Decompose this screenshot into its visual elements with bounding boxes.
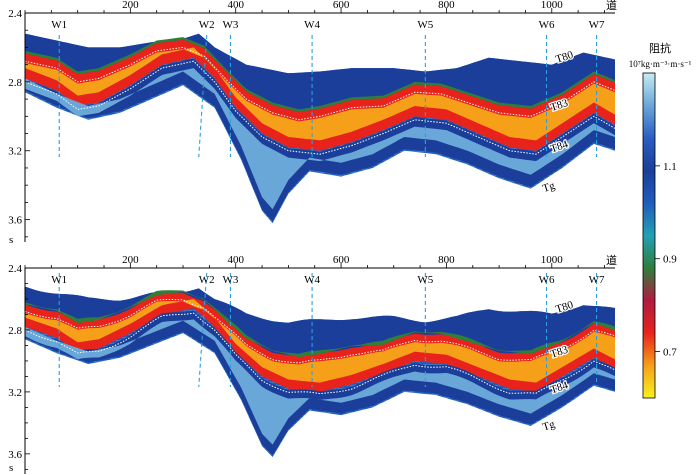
well-w2-label: W2 [199,19,215,31]
colorbar-tick-label: 0.9 [663,254,677,266]
well-w2-marker [198,272,208,388]
x-axis-unit: 道 [606,253,617,267]
y-axis-unit: s [9,234,13,246]
well-w1-label: W1 [51,274,67,286]
x-tick-label: 400 [227,0,244,11]
x-axis-unit: 道 [606,0,617,12]
colorbar-scale [642,72,656,399]
top-section-data [24,33,616,224]
t83-t84-orange-core [25,47,615,141]
bottom-section-data [24,286,616,457]
y-tick-label: 3.2 [8,146,22,158]
x-tick-label: 400 [227,254,244,266]
colorbar-tick-label: 1.1 [663,161,677,173]
well-w3-label: W3 [223,274,239,286]
t83-green-edge [25,37,615,112]
high-contrast-interval [25,39,615,151]
y-tick-label: 3.2 [8,387,22,399]
horizon-tg-label: Tg [541,180,557,195]
well-w2-marker [198,34,208,158]
y-axis-unit: s [9,462,13,474]
x-tick-label: 800 [438,0,455,11]
top-well-markers: W1 W2 W3 W4 W5 W6 W7 [51,19,605,158]
x-tick-label: 1000 [541,0,564,11]
well-w2-label: W2 [199,274,215,286]
y-tick-label: 3.6 [8,215,22,227]
horizon-t83-line [24,46,616,121]
bottom-axes: 200 400 600 800 1000 道 2.4 2.8 3.2 3.6s [8,253,617,474]
horizon-tg-label: Tg [541,418,557,433]
y-tick-label: 2.4 [8,263,22,275]
top-axes: 200 400 600 800 1000 道 2.4 2.8 3.2 3.6 s [8,0,617,246]
well-w5-label: W5 [417,274,433,286]
well-w1-label: W1 [51,19,67,31]
colorbar-title: 阻抗 [649,41,671,55]
well-w6-label: W6 [539,19,555,31]
x-tick-label: 1000 [541,254,564,266]
bottom-well-markers: W1 W2 W3 W4 W5 W6 W7 [51,272,605,388]
impedance-colorbar: 阻抗 10⁷kg·m⁻³·m·s⁻¹ 1.1 0.9 0.7 [629,41,692,399]
well-w6-label: W6 [539,274,555,286]
horizon-t84-line [24,60,616,155]
x-tick-label: 200 [122,0,139,11]
x-tick-label: 600 [333,0,350,11]
x-tick-label: 600 [333,254,350,266]
colorbar-tick-label: 0.7 [663,347,677,359]
horizon-t83-label: T83 [549,97,570,114]
horizon-t83-line [24,299,616,364]
well-w5-label: W5 [417,19,433,31]
colorbar-unit: 10⁷kg·m⁻³·m·s⁻¹ [629,59,692,69]
t83-t84-orange-core [25,299,615,383]
x-tick-label: 800 [438,254,455,266]
well-w3-label: W3 [223,19,239,31]
high-contrast-interval [25,292,615,392]
y-tick-label: 2.8 [8,325,22,337]
horizon-t84-line [24,312,616,395]
well-w4-label: W4 [304,274,320,286]
t83-green-edge [25,290,615,358]
well-w7-label: W7 [589,19,605,31]
y-tick-label: 2.8 [8,77,22,89]
well-w4-label: W4 [304,19,320,31]
x-tick-label: 200 [122,254,139,266]
y-tick-label: 2.4 [8,8,22,20]
colorbar-ticks: 1.1 0.9 0.7 [655,161,677,359]
y-tick-label: 3.6 [8,449,22,461]
well-w7-label: W7 [589,274,605,286]
